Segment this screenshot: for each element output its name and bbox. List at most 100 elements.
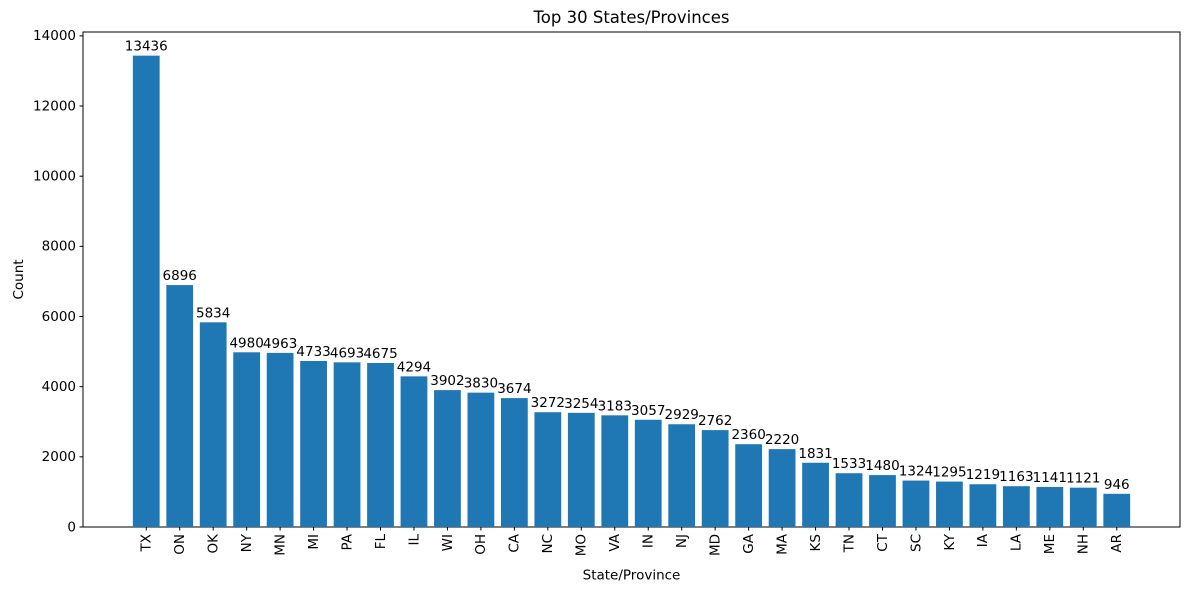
bar-value-label: 5834: [196, 305, 230, 321]
bar-value-label: 2929: [665, 407, 699, 423]
x-tick-label: MD: [707, 534, 723, 556]
x-tick-label: LA: [1009, 533, 1025, 551]
y-tick-label: 2000: [42, 449, 76, 465]
bar-value-label: 6896: [163, 268, 197, 284]
x-axis-label: State/Province: [583, 568, 681, 584]
x-tick-label: AR: [1109, 534, 1125, 553]
bar-il: [400, 376, 428, 527]
bar-value-label: 946: [1104, 477, 1130, 493]
x-axis: TX ON OK NY MN MI PA FL IL WI OH CA NC MO VA IN NJ MD GA MA…: [139, 527, 1125, 556]
bar-value-label: 3272: [531, 395, 565, 411]
bar-nh: [1069, 487, 1097, 527]
x-tick-label: MI: [306, 534, 322, 550]
x-tick-label: MN: [272, 534, 288, 556]
x-tick-label: IL: [406, 534, 422, 546]
bar-la: [1002, 486, 1030, 527]
bar-value-label: 3902: [430, 373, 464, 389]
x-tick-label: ME: [1042, 534, 1058, 554]
bar-value-label: 2220: [765, 432, 799, 448]
bar-wi: [434, 390, 461, 527]
bar-mi: [300, 360, 327, 527]
bar-on: [166, 285, 194, 527]
bar-value-label: 4294: [397, 359, 431, 375]
bar-ok: [199, 322, 227, 527]
x-tick-label: MA: [774, 533, 790, 555]
bar-pa: [333, 362, 361, 527]
y-tick-label: 12000: [33, 98, 76, 114]
bar-ca: [500, 398, 528, 527]
x-tick-label: VA: [607, 533, 623, 551]
y-axis-label: Count: [11, 259, 27, 299]
x-tick-label: NY: [239, 533, 255, 552]
y-tick-label: 6000: [42, 309, 76, 325]
x-tick-label: OK: [206, 533, 222, 554]
x-tick-label: KS: [808, 534, 824, 551]
bar-ga: [735, 444, 763, 527]
bar-value-label: 1219: [966, 467, 1000, 483]
y-tick-label: 4000: [42, 379, 76, 395]
x-tick-label: FL: [373, 534, 389, 550]
bar-tn: [835, 473, 863, 527]
bar-value-label: 13436: [125, 39, 168, 55]
bar-value-label: 1163: [999, 469, 1033, 485]
x-tick-label: WI: [440, 534, 456, 551]
bar-value-label: 3057: [631, 403, 665, 419]
x-tick-label: IA: [975, 533, 991, 547]
x-tick-label: SC: [908, 534, 924, 552]
bar-ia: [969, 484, 997, 527]
bar-ky: [936, 481, 963, 527]
bar-me: [1036, 486, 1064, 527]
bar-oh: [467, 392, 495, 527]
bar-ar: [1103, 493, 1131, 527]
x-tick-label: NC: [540, 534, 556, 554]
x-tick-label: PA: [339, 533, 355, 550]
bar-value-label: 2360: [731, 427, 765, 443]
bar-value-label: 4733: [296, 344, 330, 360]
bar-fl: [367, 362, 394, 527]
x-tick-label: KY: [942, 533, 958, 550]
x-tick-label: NJ: [674, 534, 690, 548]
bar-mo: [567, 412, 595, 527]
bar-value-label: 4693: [330, 345, 364, 361]
bar-ct: [869, 475, 896, 527]
bar-ny: [233, 352, 261, 527]
y-tick-label: 0: [67, 519, 76, 535]
bar-value-label: 3183: [598, 398, 632, 414]
y-tick-label: 14000: [33, 28, 76, 44]
bar-mn: [266, 352, 294, 527]
y-axis: 0 2000 4000 6000 8000 10000 12000 14000: [33, 28, 83, 535]
bar-value-label: 1121: [1066, 471, 1100, 487]
bar-value-label: 1831: [798, 446, 832, 462]
x-tick-label: IN: [641, 534, 657, 548]
bar-value-label: 1533: [832, 456, 866, 472]
bar-nc: [534, 412, 562, 527]
x-tick-label: MO: [574, 534, 590, 556]
bar-nj: [668, 424, 696, 527]
y-tick-label: 10000: [33, 169, 76, 185]
plot-border: [82, 31, 1181, 528]
x-tick-label: CT: [875, 533, 891, 551]
bar-value-label: 4980: [229, 335, 263, 351]
x-tick-label: CA: [507, 533, 523, 552]
y-tick-label: 8000: [42, 239, 76, 255]
bar-value-label: 2762: [698, 413, 732, 429]
bar-value-label: 4963: [263, 336, 297, 352]
bar-va: [601, 415, 629, 527]
bar-value-label: 3254: [564, 396, 598, 412]
x-tick-label: NH: [1076, 534, 1092, 554]
bar-in: [634, 419, 662, 527]
bar-value-label: 1324: [899, 464, 933, 480]
bar-value-label: 3674: [497, 381, 531, 397]
bar-tx: [132, 55, 160, 528]
x-tick-label: GA: [741, 533, 757, 553]
bar-value-label: 1141: [1033, 470, 1067, 486]
bars-group: [132, 55, 1131, 528]
bar-value-label: 4675: [363, 346, 397, 362]
bar-sc: [902, 480, 930, 527]
bar-ma: [768, 449, 796, 527]
bar-value-label: 3830: [464, 376, 498, 392]
bar-value-label: 1295: [932, 465, 966, 481]
